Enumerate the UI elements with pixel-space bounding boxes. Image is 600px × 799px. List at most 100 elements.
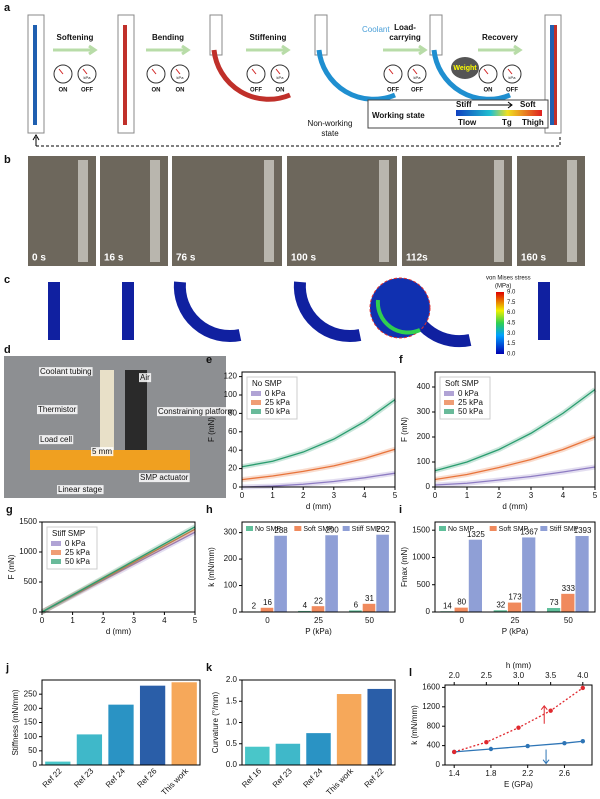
value-label: 288	[274, 526, 288, 535]
legend-swatch	[444, 391, 454, 396]
value-label: 80	[457, 598, 466, 607]
legend-swatch	[51, 550, 61, 555]
legend-title: Stiff SMP	[52, 529, 85, 538]
marker	[525, 743, 530, 749]
photo	[172, 156, 282, 266]
y-tick-label: 60	[228, 427, 237, 436]
needle	[483, 68, 489, 75]
step-arrow	[478, 44, 523, 56]
x-tick-label: 5	[393, 491, 398, 500]
panel-label: c	[4, 274, 10, 286]
colorbar-tick: 6.0	[507, 310, 516, 316]
series-line	[434, 436, 596, 481]
x-tick-label: 2.6	[559, 769, 571, 778]
step-arrow	[146, 44, 191, 56]
non-working-label: Non-working	[308, 119, 353, 128]
y-tick-label: 1200	[422, 702, 440, 711]
photo-label: 5 mm	[92, 447, 112, 456]
needle	[151, 68, 157, 75]
value-label: 6	[354, 601, 359, 610]
y-tick-label: 80	[228, 409, 237, 418]
gauge-state: ON	[59, 88, 68, 94]
y-axis-label: Stiffness (mN/mm)	[11, 689, 20, 755]
series-line	[41, 526, 196, 613]
step-arrow	[53, 44, 98, 56]
label-bg	[139, 473, 190, 483]
arrow	[478, 101, 513, 109]
panel-label: j	[5, 662, 9, 674]
bar	[245, 746, 270, 765]
gauge-state: OFF	[81, 88, 93, 94]
frame	[434, 521, 596, 613]
y-tick-label: 0	[426, 482, 431, 491]
step-label: Softening	[57, 33, 94, 42]
frame	[241, 371, 396, 488]
label-bg	[57, 485, 104, 495]
bar	[493, 610, 507, 612]
x-tick-label: Ref 24	[104, 766, 127, 789]
y-tick-label: 0	[426, 607, 431, 616]
legend-label: Soft SMP	[499, 526, 529, 533]
needle	[175, 68, 181, 75]
photo	[4, 356, 226, 498]
ruler	[567, 160, 577, 262]
value-label: 4	[303, 601, 308, 610]
panel-a: a Coolant Weight Non-working state Worki…	[4, 2, 562, 147]
needle	[507, 68, 513, 75]
label-bg	[139, 373, 152, 383]
y-tick-label: 500	[417, 580, 431, 589]
colorbar-tick: 3.0	[507, 331, 516, 337]
series-line	[241, 448, 396, 481]
label-bg	[39, 367, 93, 377]
bar	[171, 682, 197, 765]
x-tick-label: 0	[240, 491, 245, 500]
gauge-state: ON	[276, 88, 285, 94]
y-tick-label: 1600	[422, 683, 440, 692]
step-label: carrying	[389, 33, 421, 42]
steps: Softening ON kPa OFF Bending ON kPa ON Stiffenin…	[53, 23, 523, 94]
y-axis-label: F (mN)	[400, 417, 409, 442]
x-tick-label: 0	[459, 616, 464, 625]
time-label: 0 s	[32, 253, 46, 264]
non-working-label: state	[321, 129, 339, 138]
marker	[562, 740, 567, 746]
colorbar-tick: 4.5	[507, 321, 516, 327]
y-axis-label: Curvature (°/mm)	[211, 691, 220, 753]
panel-label: k	[206, 662, 213, 674]
needle	[275, 68, 281, 75]
legend-swatch	[51, 559, 61, 564]
temperature-bar	[456, 110, 542, 116]
bent-strip	[431, 49, 511, 102]
x-tick-label: 4	[162, 616, 167, 625]
legend-label: Soft SMP	[303, 526, 333, 533]
y-tick-label: 500	[24, 577, 38, 586]
x-tick-label: 4	[561, 491, 566, 500]
x-tick-label: 3	[529, 491, 534, 500]
x-tick-label: 50	[365, 616, 374, 625]
x-axis-label: d (mm)	[306, 502, 332, 511]
x-tick-label: 25	[511, 616, 520, 625]
bar	[45, 761, 71, 765]
time-label: 100 s	[291, 253, 316, 264]
label-bg	[37, 405, 78, 415]
needle	[82, 68, 88, 75]
y-tick-label: 200	[24, 703, 38, 712]
x-tick-label: Ref 26	[135, 766, 158, 789]
y-tick-label: 120	[224, 372, 238, 381]
x-axis-label: P (kPa)	[502, 627, 529, 636]
y-tick-label: 200	[224, 554, 238, 563]
frame	[444, 684, 593, 766]
value-label: 1393	[574, 526, 592, 535]
value-label: 31	[365, 594, 374, 603]
gauge-unit: kPa	[177, 75, 185, 80]
step-label: Stiffening	[250, 33, 287, 42]
marker	[516, 725, 521, 730]
legend-label: No SMP	[255, 526, 281, 533]
y-tick-label: 0	[233, 607, 238, 616]
value-label: 292	[376, 525, 390, 534]
y-axis-label: F (mN)	[207, 417, 216, 442]
panel-label: e	[206, 354, 212, 366]
y-tick-label: 0	[436, 760, 441, 769]
x-tick-label: Ref 24	[301, 766, 324, 789]
x-tick-label: 0	[40, 616, 45, 625]
